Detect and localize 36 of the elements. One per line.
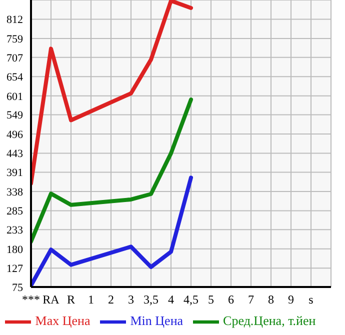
y-tick-label: 707 bbox=[6, 52, 24, 64]
y-tick-label: 759 bbox=[6, 33, 24, 46]
x-tick-label: 3,5 bbox=[144, 292, 158, 307]
x-tick-label: 1 bbox=[88, 292, 94, 307]
legend-label: Max Цена bbox=[35, 312, 90, 328]
y-tick-label: 549 bbox=[6, 110, 24, 122]
x-tick-label: 2 bbox=[108, 292, 114, 307]
line-series bbox=[31, 176, 193, 287]
x-tick-label: 4,5 bbox=[184, 292, 198, 307]
y-tick-label: 233 bbox=[6, 224, 24, 237]
y-tick-label: 654 bbox=[6, 72, 24, 84]
y-tick-label: 601 bbox=[6, 90, 23, 103]
x-tick-label: RA bbox=[42, 292, 60, 307]
y-tick-label: 391 bbox=[6, 167, 23, 180]
y-tick-label: 75 bbox=[12, 282, 24, 294]
y-tick-label: 180 bbox=[6, 244, 24, 256]
y-tick-label: 443 bbox=[6, 148, 24, 160]
x-tick-label: 9 bbox=[288, 292, 294, 307]
x-tick-label: s bbox=[308, 292, 314, 307]
x-tick-label: 4 bbox=[168, 292, 174, 307]
x-tick-label: *** bbox=[22, 292, 40, 307]
x-tick-label: 5 bbox=[208, 292, 214, 307]
y-tick-label: 127 bbox=[6, 263, 24, 276]
y-tick-label: 496 bbox=[6, 128, 24, 141]
x-tick-label: 6 bbox=[228, 292, 234, 307]
x-tick-label: R bbox=[66, 292, 76, 307]
x-tick-label: 7 bbox=[248, 292, 254, 307]
line-series bbox=[31, 0, 193, 186]
x-tick-label: 3 bbox=[128, 292, 134, 307]
legend-label: Min Цена bbox=[130, 312, 184, 328]
legend-label: Сред.Цена, т.йен bbox=[223, 312, 316, 328]
line-series bbox=[31, 98, 193, 244]
y-tick-label: 285 bbox=[6, 206, 24, 218]
x-tick-label: 8 bbox=[268, 292, 274, 307]
y-tick-label: 338 bbox=[6, 186, 24, 198]
y-tick-label: 812 bbox=[6, 14, 23, 26]
